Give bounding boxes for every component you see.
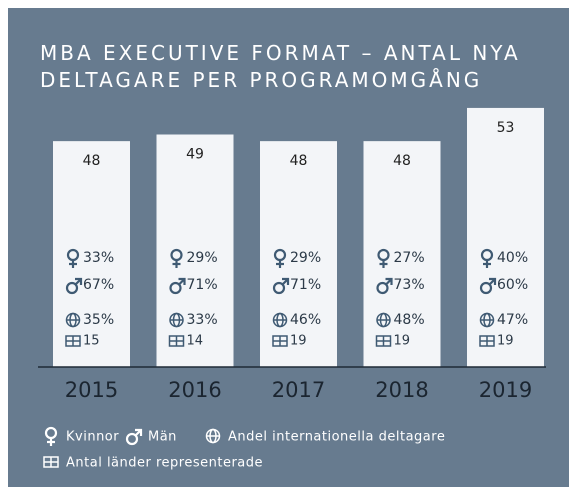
- stat-label: 15: [83, 334, 100, 349]
- icon: [169, 277, 186, 295]
- mars: [479, 281, 493, 295]
- stat-label: 33%: [83, 250, 114, 266]
- bar: [363, 141, 441, 367]
- stat-label: 35%: [83, 312, 114, 328]
- stat-label: 19: [290, 334, 307, 349]
- x-tick-label: 2019: [479, 378, 532, 402]
- x-tick-label: 2017: [272, 378, 325, 402]
- value-label: 48: [290, 153, 308, 169]
- icon: [377, 248, 390, 268]
- icon: [272, 335, 288, 347]
- icon: [479, 277, 497, 295]
- mars: [65, 281, 79, 295]
- bar: [467, 107, 544, 367]
- icon: [65, 277, 83, 295]
- stat-label: 19: [497, 334, 514, 349]
- panel: MBA EXECUTIVE FORMAT – ANTAL NYA DELTAGA…: [8, 8, 569, 487]
- value-label: 49: [186, 147, 204, 163]
- stat-label: 40%: [497, 250, 528, 266]
- stat-label: 48%: [394, 312, 425, 328]
- icon: [205, 428, 221, 444]
- venus: [44, 426, 58, 440]
- stat-label: 33%: [187, 312, 218, 328]
- stat-label: 27%: [394, 250, 425, 266]
- bar: [156, 134, 234, 367]
- stat-label: 14: [187, 334, 204, 349]
- icon: [479, 335, 495, 347]
- mars: [384, 277, 393, 286]
- x-tick-label: 2015: [65, 378, 118, 402]
- mars: [169, 281, 182, 295]
- mars: [376, 281, 389, 295]
- icon: [65, 312, 81, 328]
- legend-label: Antal länder representerade: [66, 456, 263, 471]
- icon: [170, 248, 183, 268]
- value-label: 48: [83, 153, 101, 169]
- bar: [260, 141, 337, 367]
- stat-label: 60%: [497, 277, 528, 293]
- icon: [43, 456, 59, 468]
- stat-label: 46%: [290, 312, 321, 328]
- x-tick-label: 2016: [168, 378, 221, 402]
- icon: [44, 426, 58, 446]
- icon: [376, 312, 391, 328]
- icon: [272, 312, 288, 328]
- stat-label: 73%: [394, 277, 425, 293]
- stat-label: 67%: [83, 277, 114, 293]
- chart: 48 33% 67% 35% 15 2015 49 29% 71% 33% 14 2016 48 29% 7…: [38, 107, 546, 471]
- mars: [134, 428, 143, 437]
- value-label: 48: [393, 153, 411, 169]
- icon: [125, 428, 143, 446]
- stat-label: 29%: [187, 250, 218, 266]
- icon: [272, 277, 290, 295]
- stat-label: 47%: [497, 312, 528, 328]
- icon: [273, 248, 287, 268]
- icon: [168, 335, 185, 347]
- icon: [66, 248, 80, 268]
- x-tick-label: 2018: [375, 378, 428, 402]
- legend-label: Män: [148, 430, 177, 445]
- mars: [125, 432, 139, 446]
- mars: [74, 277, 83, 286]
- mars: [488, 277, 497, 286]
- icon: [375, 335, 392, 347]
- value-label: 53: [497, 120, 515, 136]
- icon: [65, 335, 81, 347]
- icon: [169, 312, 184, 328]
- mars: [177, 277, 186, 286]
- stat-label: 19: [394, 334, 411, 349]
- legend-label: Andel internationella deltagare: [228, 430, 445, 445]
- mars: [281, 277, 290, 286]
- legend-label: Kvinnor: [66, 430, 119, 445]
- bar: [53, 141, 130, 367]
- chart-title: MBA EXECUTIVE FORMAT – ANTAL NYA DELTAGA…: [40, 41, 521, 92]
- mars: [272, 281, 286, 295]
- icon: [480, 248, 494, 268]
- stat-label: 29%: [290, 250, 321, 266]
- stat-label: 71%: [187, 277, 218, 293]
- icon: [479, 312, 495, 328]
- icon: [376, 277, 393, 295]
- stat-label: 71%: [290, 277, 321, 293]
